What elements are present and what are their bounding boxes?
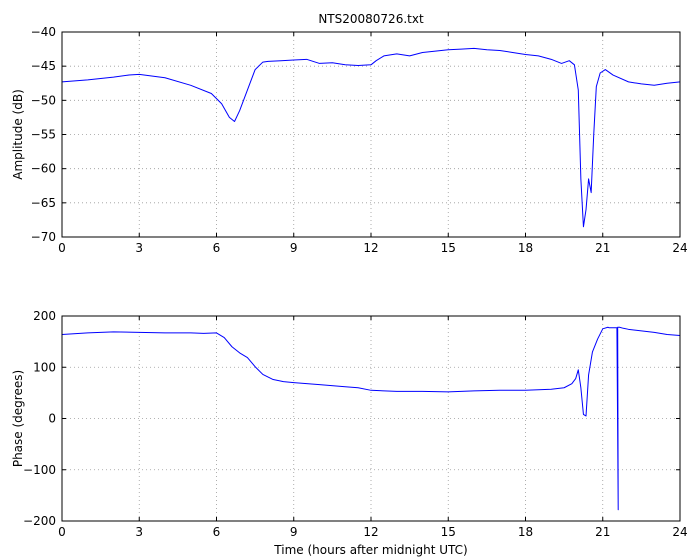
x-tick-label: 21 [595,525,610,539]
x-tick-label: 24 [672,241,687,255]
y-tick-label: 0 [48,412,56,426]
y-tick-label: −100 [23,463,56,477]
x-tick-label: 18 [518,241,533,255]
x-tick-label: 0 [58,241,66,255]
x-tick-label: 18 [518,525,533,539]
x-tick-label: 12 [363,525,378,539]
x-axis-label: Time (hours after midnight UTC) [273,543,467,557]
x-tick-label: 12 [363,241,378,255]
phase-series-line [61,326,681,511]
x-tick-label: 6 [213,525,221,539]
chart-title: NTS20080726.txt [318,12,424,26]
y-tick-label: −55 [31,128,56,142]
y-tick-label: −65 [31,196,56,210]
y-tick-label: 200 [33,309,56,323]
x-tick-label: 0 [58,525,66,539]
x-tick-label: 24 [672,525,687,539]
x-tick-label: 15 [441,525,456,539]
y-tick-label: 100 [33,360,56,374]
x-tick-label: 21 [595,241,610,255]
x-tick-label: 9 [290,241,298,255]
x-tick-label: 3 [135,525,143,539]
y-tick-label: −70 [31,230,56,244]
y-tick-label: −45 [31,59,56,73]
amplitude-series-line [61,47,681,228]
x-tick-label: 6 [213,241,221,255]
x-tick-label: 3 [135,241,143,255]
x-tick-label: 15 [441,241,456,255]
y-tick-label: −200 [23,514,56,528]
x-tick-label: 9 [290,525,298,539]
y-tick-label: −40 [31,25,56,39]
y-tick-label: −60 [31,162,56,176]
y-axis-label: Amplitude (dB) [11,89,25,180]
y-tick-label: −50 [31,93,56,107]
y-axis-label: Phase (degrees) [11,370,25,467]
